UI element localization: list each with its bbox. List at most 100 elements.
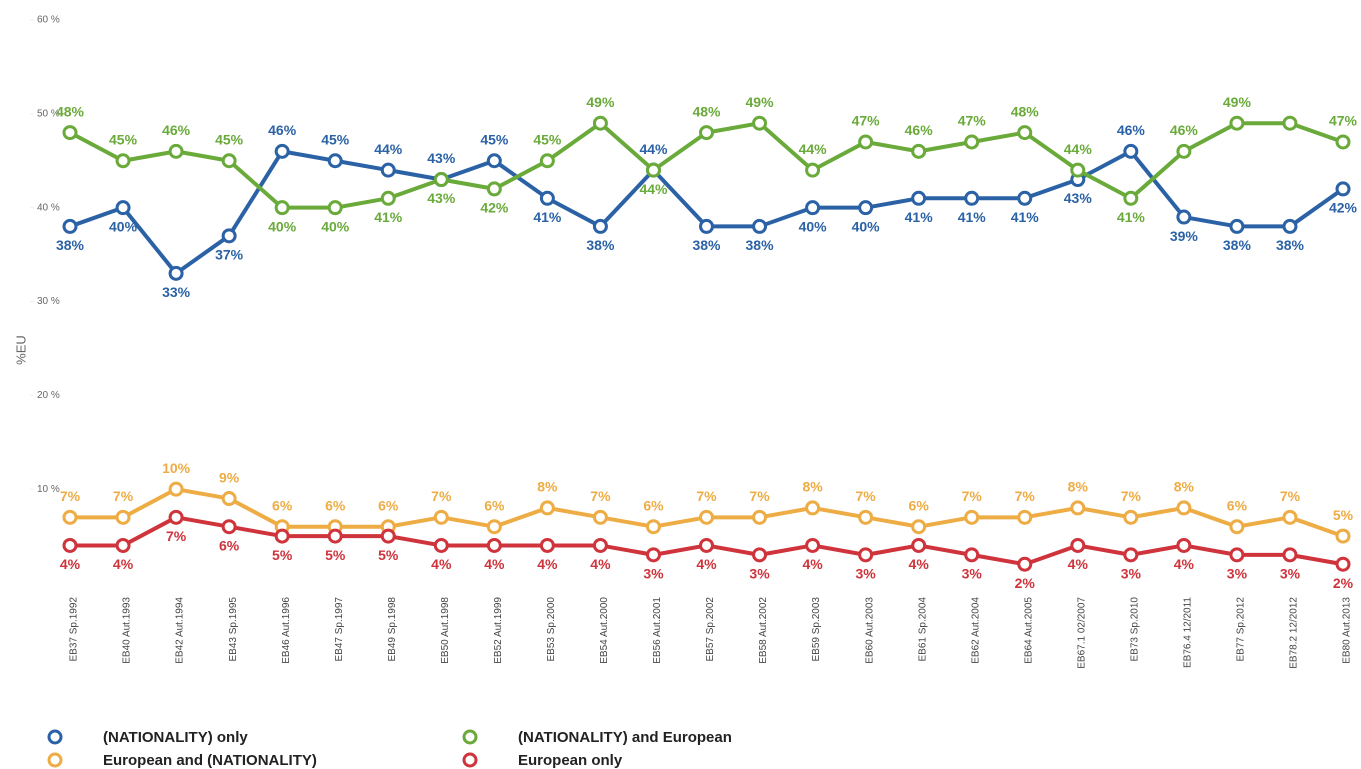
data-label: 7% <box>856 488 877 504</box>
point <box>805 200 821 216</box>
point <box>964 134 980 150</box>
point <box>858 134 874 150</box>
point <box>592 115 608 131</box>
legend-label: (NATIONALITY) and European <box>518 729 732 746</box>
data-label: 7% <box>113 488 134 504</box>
data-label: 10% <box>162 460 191 476</box>
data-label: 3% <box>1227 566 1248 582</box>
data-label: 37% <box>215 247 244 263</box>
data-label: 4% <box>60 556 81 572</box>
data-label: 4% <box>537 556 558 572</box>
data-label: 43% <box>427 190 456 206</box>
data-label: 4% <box>113 556 134 572</box>
point <box>592 509 608 525</box>
series-line <box>69 149 1345 276</box>
data-label: 5% <box>272 547 293 563</box>
point <box>1335 181 1351 197</box>
data-label: 45% <box>321 131 350 147</box>
data-label: 48% <box>1011 103 1040 119</box>
point <box>752 547 768 563</box>
point <box>115 200 131 216</box>
point <box>486 153 502 169</box>
data-label: 45% <box>533 131 562 147</box>
point <box>221 153 237 169</box>
x-tick-label: EB49 Sp.1998 <box>387 597 398 662</box>
data-label: 46% <box>162 122 191 138</box>
point <box>1123 190 1139 206</box>
x-tick-label: EB78.2 12/2012 <box>1289 597 1300 669</box>
data-label: 4% <box>1174 556 1195 572</box>
data-label: 41% <box>1011 209 1040 225</box>
point <box>911 190 927 206</box>
y-tick-label: 30 % <box>37 296 60 307</box>
point <box>380 528 396 544</box>
point <box>752 509 768 525</box>
x-tick-label: EB80 Aut.2013 <box>1342 597 1353 664</box>
point <box>1070 162 1086 178</box>
data-label: 3% <box>962 566 983 582</box>
point <box>805 500 821 516</box>
legend-marker <box>462 729 478 745</box>
data-label: 6% <box>909 497 930 513</box>
data-label: 6% <box>219 537 240 553</box>
point <box>858 200 874 216</box>
point <box>1017 125 1033 141</box>
point <box>858 547 874 563</box>
data-label: 3% <box>856 566 877 582</box>
x-tick-label: EB52 Aut.1999 <box>493 597 504 664</box>
data-label: 8% <box>537 479 558 495</box>
x-tick-label: EB50 Aut.1998 <box>440 597 451 664</box>
point <box>645 519 661 535</box>
data-label: 38% <box>746 237 775 253</box>
point <box>592 537 608 553</box>
data-label: 7% <box>431 488 452 504</box>
data-label: 5% <box>1333 507 1354 523</box>
data-label: 47% <box>1329 113 1358 129</box>
point <box>539 190 555 206</box>
point <box>1282 547 1298 563</box>
x-tick-label: EB40 Aut.1993 <box>122 597 133 664</box>
x-tick-label: EB58 Aut.2002 <box>758 597 769 664</box>
point <box>699 537 714 553</box>
point <box>1282 115 1298 131</box>
data-label: 41% <box>958 209 987 225</box>
data-label: 49% <box>746 94 775 110</box>
data-label: 44% <box>639 141 668 157</box>
point <box>486 519 502 535</box>
point <box>1335 134 1351 150</box>
point <box>1282 218 1298 234</box>
point <box>433 537 449 553</box>
point <box>62 509 78 525</box>
y-tick-label: 60 % <box>37 15 60 26</box>
data-label: 6% <box>1227 497 1248 513</box>
y-tick-label: 50 % <box>37 108 60 119</box>
point <box>380 162 396 178</box>
data-label: 42% <box>480 200 509 216</box>
point <box>1335 556 1351 572</box>
data-label: 49% <box>586 94 615 110</box>
x-tick-label: EB42 Aut.1994 <box>175 597 186 664</box>
data-label: 8% <box>1174 479 1195 495</box>
point <box>539 500 555 516</box>
point <box>221 228 237 244</box>
point <box>168 265 184 281</box>
data-label: 5% <box>378 547 399 563</box>
point <box>699 218 714 234</box>
data-label: 38% <box>586 237 615 253</box>
x-tick-label: EB47 Sp.1997 <box>334 597 345 662</box>
legend-label: European and (NATIONALITY) <box>103 752 317 769</box>
data-label: 47% <box>958 113 987 129</box>
point <box>486 537 502 553</box>
point <box>539 153 555 169</box>
data-label: 47% <box>852 113 881 129</box>
point <box>115 509 131 525</box>
data-label: 41% <box>905 209 934 225</box>
x-tick-label: EB56 Aut.2001 <box>652 597 663 664</box>
point <box>327 153 343 169</box>
x-tick-label: EB54 Aut.2000 <box>599 597 610 664</box>
point <box>433 509 449 525</box>
point <box>1176 209 1192 225</box>
x-tick-label: EB64 Aut.2005 <box>1023 597 1034 664</box>
x-tick-label: EB62 Aut.2004 <box>970 597 981 664</box>
